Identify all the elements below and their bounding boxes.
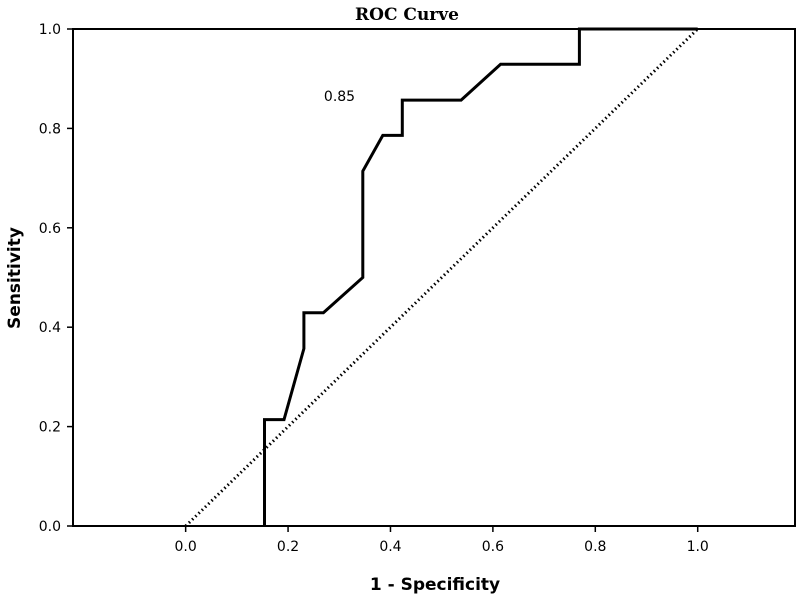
y-tick-label: 0.6: [39, 221, 61, 237]
y-tick-label: 0.4: [39, 320, 61, 336]
roc-curve-line: [263, 27, 698, 526]
x-tick-label: 0.4: [379, 539, 401, 555]
reference-diagonal-line: [184, 27, 699, 528]
chart-title: ROC Curve: [355, 5, 459, 25]
plot-frame: [72, 28, 796, 527]
y-tick-label: 0.2: [39, 420, 61, 436]
x-tick-label: 0.2: [277, 539, 299, 555]
x-tick-label: 0.6: [482, 539, 504, 555]
x-tick-label: 0.0: [175, 539, 197, 555]
y-tick-label: 1.0: [39, 22, 61, 38]
x-tick-label: 1.0: [687, 539, 709, 555]
y-tick-label: 0.0: [39, 519, 61, 535]
x-axis-title: 1 - Specificity: [370, 575, 500, 595]
x-tick-label: 0.8: [584, 539, 606, 555]
y-tick-label: 0.8: [39, 121, 61, 137]
y-axis-title: Sensitivity: [5, 227, 25, 329]
auc-annotation: 0.85: [324, 89, 355, 105]
